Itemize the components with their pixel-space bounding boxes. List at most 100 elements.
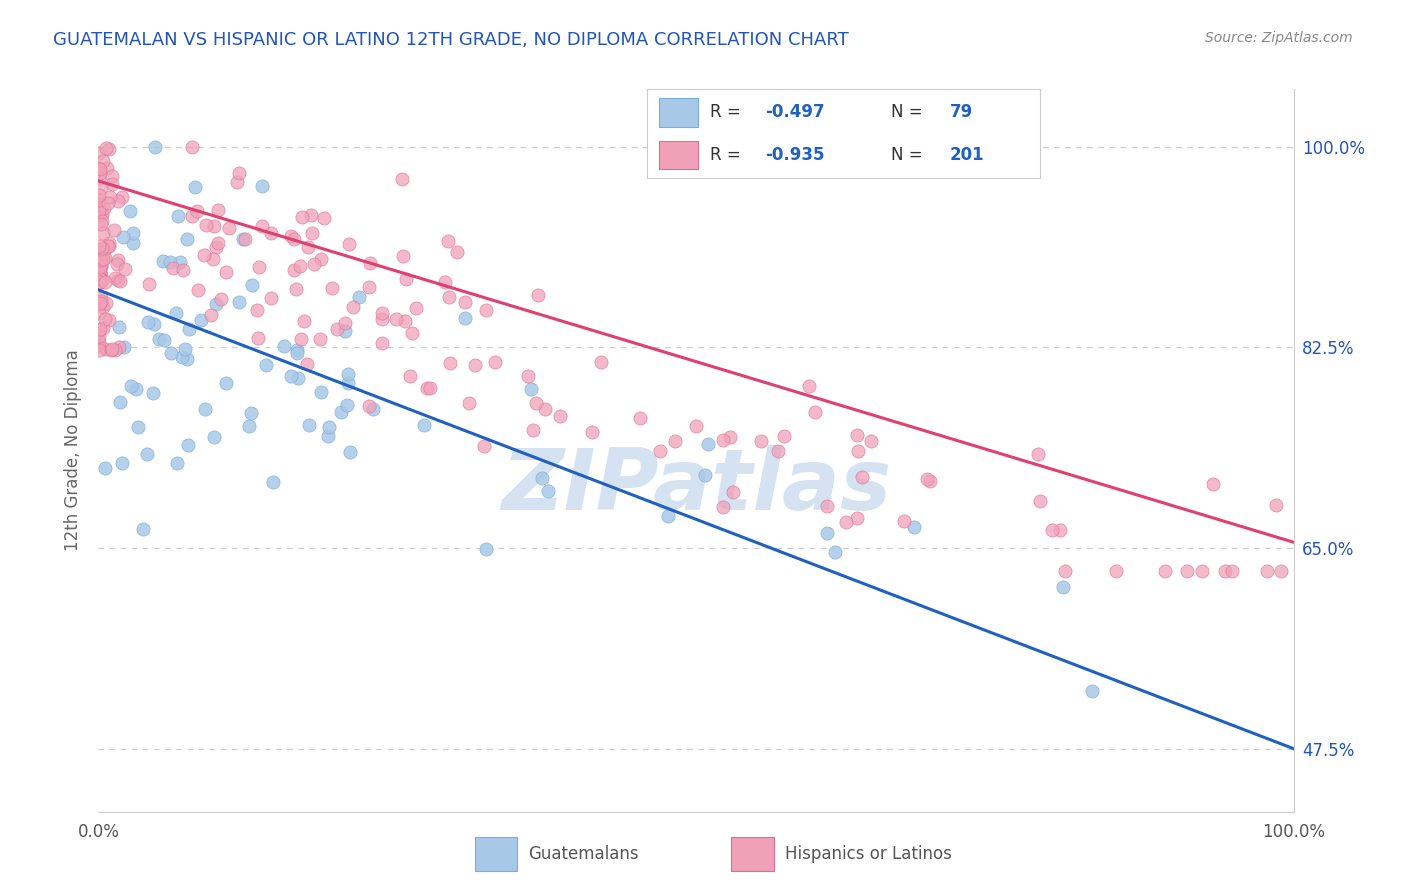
Point xyxy=(172,350,194,364)
Point xyxy=(361,402,384,417)
Point xyxy=(120,379,142,393)
Point xyxy=(166,209,188,223)
FancyBboxPatch shape xyxy=(475,837,517,871)
Point xyxy=(860,434,883,448)
Point xyxy=(159,255,181,269)
Point xyxy=(90,260,112,274)
Point xyxy=(309,332,332,346)
Point xyxy=(537,483,560,498)
Point xyxy=(112,340,135,354)
Point xyxy=(169,254,191,268)
Point xyxy=(87,146,110,161)
Point xyxy=(292,314,315,328)
Point xyxy=(1175,564,1198,578)
Point xyxy=(90,294,112,309)
Point xyxy=(628,411,651,425)
Point xyxy=(815,526,838,541)
Point xyxy=(87,334,110,348)
Point xyxy=(193,248,215,262)
Point xyxy=(91,214,114,228)
Point xyxy=(391,172,413,186)
Point xyxy=(91,241,114,255)
Point xyxy=(454,310,477,325)
Point xyxy=(524,396,547,410)
Point xyxy=(1105,564,1128,578)
Point xyxy=(433,275,456,289)
Point xyxy=(903,520,925,534)
Point xyxy=(87,264,110,278)
Point xyxy=(89,193,111,207)
Point xyxy=(87,161,110,176)
Point xyxy=(530,471,553,485)
Point xyxy=(446,244,468,259)
Point xyxy=(98,142,121,156)
Point xyxy=(893,514,915,528)
Point xyxy=(98,190,121,204)
Point xyxy=(87,197,110,211)
Point xyxy=(385,312,408,326)
Point xyxy=(291,210,314,224)
Point xyxy=(125,382,148,396)
Point xyxy=(1026,446,1049,460)
Point xyxy=(228,166,250,180)
Point xyxy=(405,301,427,315)
Point xyxy=(215,265,238,279)
Point xyxy=(696,437,718,451)
Point xyxy=(94,141,117,155)
Point xyxy=(311,384,333,399)
Point xyxy=(333,324,356,338)
Point xyxy=(254,358,277,372)
Point xyxy=(238,419,260,434)
Point xyxy=(1054,564,1077,578)
Point xyxy=(90,217,112,231)
Point xyxy=(110,394,132,409)
Point xyxy=(101,177,124,191)
Point xyxy=(103,343,125,357)
Point xyxy=(93,226,115,240)
Point xyxy=(94,460,117,475)
Point xyxy=(318,429,340,443)
Point xyxy=(202,430,225,444)
Point xyxy=(90,273,112,287)
Point xyxy=(93,252,115,266)
Point xyxy=(314,211,336,226)
Point xyxy=(184,180,207,194)
Point xyxy=(240,406,263,420)
Point xyxy=(285,282,308,296)
Text: R =: R = xyxy=(710,146,741,164)
Point xyxy=(517,369,540,384)
Point xyxy=(194,218,217,232)
Point xyxy=(304,257,326,271)
FancyBboxPatch shape xyxy=(658,98,697,127)
Point xyxy=(89,267,111,281)
Point xyxy=(330,404,353,418)
Point xyxy=(297,240,319,254)
Point xyxy=(108,340,131,354)
Point xyxy=(101,169,124,183)
Point xyxy=(439,290,461,304)
Point xyxy=(260,226,283,240)
Point xyxy=(90,207,112,221)
Point xyxy=(394,314,416,328)
Point xyxy=(458,396,481,410)
Point xyxy=(548,409,571,423)
Point xyxy=(87,238,110,252)
Text: Source: ZipAtlas.com: Source: ZipAtlas.com xyxy=(1205,31,1353,45)
Point xyxy=(89,162,111,177)
Point xyxy=(273,339,295,353)
Point xyxy=(136,447,159,461)
Point xyxy=(152,333,174,347)
Text: Hispanics or Latinos: Hispanics or Latinos xyxy=(785,845,952,863)
Point xyxy=(797,379,820,393)
Point xyxy=(401,326,423,340)
Point xyxy=(91,252,114,267)
Point xyxy=(357,280,380,294)
Point xyxy=(436,234,458,248)
Point xyxy=(118,204,141,219)
Point xyxy=(122,235,145,250)
Point xyxy=(226,175,249,189)
Point xyxy=(804,405,827,419)
Point xyxy=(260,291,283,305)
Point xyxy=(94,312,117,326)
Point xyxy=(162,260,184,275)
